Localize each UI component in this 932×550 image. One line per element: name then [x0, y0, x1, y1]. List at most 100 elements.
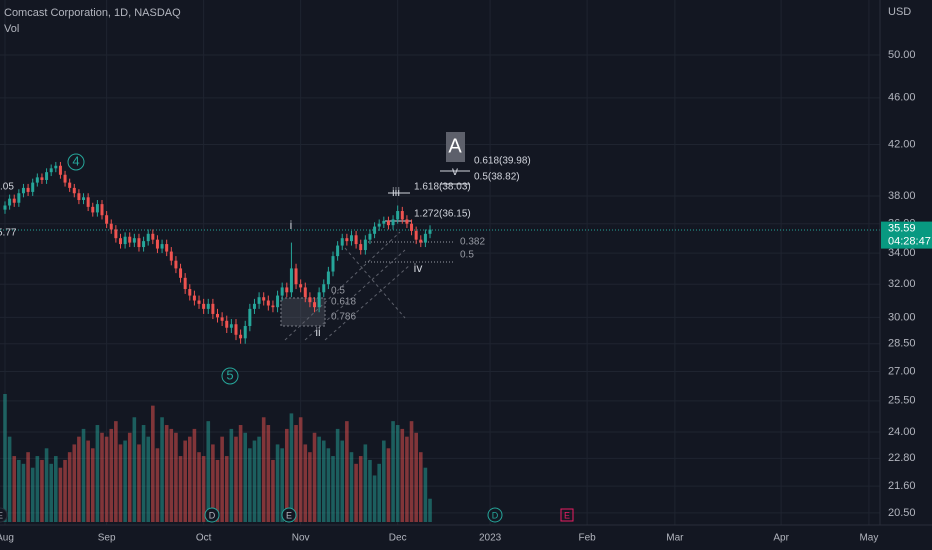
annotation: 1.272(36.15): [414, 209, 471, 220]
volume-bar: [137, 444, 141, 522]
volume-bar: [252, 440, 257, 522]
volume-bar: [206, 421, 211, 522]
candle-body: [354, 235, 358, 245]
volume-bar: [95, 425, 100, 522]
event-marker: [0, 507, 8, 523]
y-tick-label: 30.00: [888, 311, 916, 323]
candle-body: [40, 177, 44, 180]
volume-bar: [331, 456, 335, 522]
volume-bar: [30, 467, 35, 522]
volume-bar: [183, 440, 187, 522]
candle-body: [68, 182, 72, 188]
candle-body: [12, 198, 16, 203]
event-label: D: [492, 510, 499, 520]
volume-bar: [100, 432, 104, 522]
candle-body: [77, 193, 81, 201]
event-marker: [487, 507, 503, 523]
candle-body: [336, 245, 340, 257]
annotation: 5: [226, 367, 233, 382]
volume-bar: [12, 456, 17, 522]
candle-body: [322, 284, 326, 293]
volume-bar: [109, 428, 114, 522]
series: [3, 161, 432, 522]
trend-line: [284, 231, 401, 341]
y-tick-label: 24.00: [888, 426, 916, 438]
candle-body: [285, 287, 289, 293]
y-tick-label: 21.60: [888, 480, 916, 492]
candle-body: [118, 238, 122, 245]
volume-bar: [261, 417, 266, 522]
volume-bar: [26, 452, 30, 522]
candle-body: [252, 303, 256, 309]
x-tick-label: Aug: [0, 533, 14, 544]
volume-bar: [178, 456, 183, 522]
volume-bar: [201, 456, 206, 522]
annotation: 0.618: [331, 297, 356, 308]
annotation: 4: [72, 153, 79, 168]
candle-body: [202, 303, 206, 309]
candle-body: [26, 187, 30, 192]
x-tick-label: Oct: [196, 533, 212, 544]
y-tick-label: 46.00: [888, 92, 916, 104]
volume-bar: [414, 432, 418, 522]
candle-body: [128, 236, 132, 243]
candle-body: [188, 289, 192, 296]
volume-bar: [418, 452, 423, 522]
candle-body: [280, 287, 284, 296]
annotation: v: [452, 164, 458, 178]
annotation: 0.5: [460, 250, 474, 261]
candle-body: [340, 238, 344, 246]
volume-bar: [77, 436, 81, 522]
volume-bar: [17, 459, 21, 522]
volume-bar: [409, 421, 414, 522]
candle-body: [234, 324, 238, 335]
candle-body: [142, 241, 146, 248]
volume-bar: [266, 425, 271, 522]
candle-body: [49, 168, 53, 173]
candle-body: [382, 220, 386, 224]
candle-body: [82, 197, 86, 201]
candle-body: [239, 334, 243, 339]
wave-circle: [221, 367, 239, 385]
candle-body: [386, 220, 390, 226]
volume-bar: [40, 459, 44, 522]
volume-bar: [229, 428, 234, 522]
event-label: E: [564, 510, 570, 520]
candle-body: [165, 244, 169, 252]
volume-bar: [395, 425, 400, 522]
volume-bar: [44, 448, 49, 522]
candle-body: [21, 187, 25, 194]
volume-bar: [238, 425, 243, 522]
candle-body: [197, 300, 201, 304]
volume-bar: [160, 417, 164, 522]
volume-bar: [285, 428, 289, 522]
candle-body: [179, 268, 183, 278]
volume-bar: [63, 459, 67, 522]
volume-bar: [294, 425, 298, 522]
candle-body: [35, 177, 39, 183]
volume-bar: [289, 413, 294, 522]
y-tick-label: 22.80: [888, 452, 916, 464]
candle-body: [8, 198, 12, 206]
candle-body: [95, 204, 99, 213]
volume-bar: [382, 440, 386, 522]
volume-bar: [169, 428, 174, 522]
trend-line: [304, 249, 406, 341]
y-tick-label: 20.50: [888, 507, 916, 519]
event-label: E: [286, 510, 292, 520]
candle-body: [114, 229, 118, 239]
candle-body: [276, 295, 280, 308]
annotation: 0.786: [331, 312, 356, 323]
candle-body: [396, 211, 400, 220]
volume-bar: [248, 448, 252, 522]
x-tick-label: Nov: [292, 533, 310, 544]
volume-bar: [391, 421, 395, 522]
candle-body: [257, 297, 261, 304]
volume-bar: [127, 432, 132, 522]
y-tick-label: 25.50: [888, 395, 916, 407]
price-tag: [881, 221, 932, 249]
candle-body: [243, 325, 247, 339]
volume-bar: [275, 444, 280, 522]
candle-body: [229, 324, 233, 328]
